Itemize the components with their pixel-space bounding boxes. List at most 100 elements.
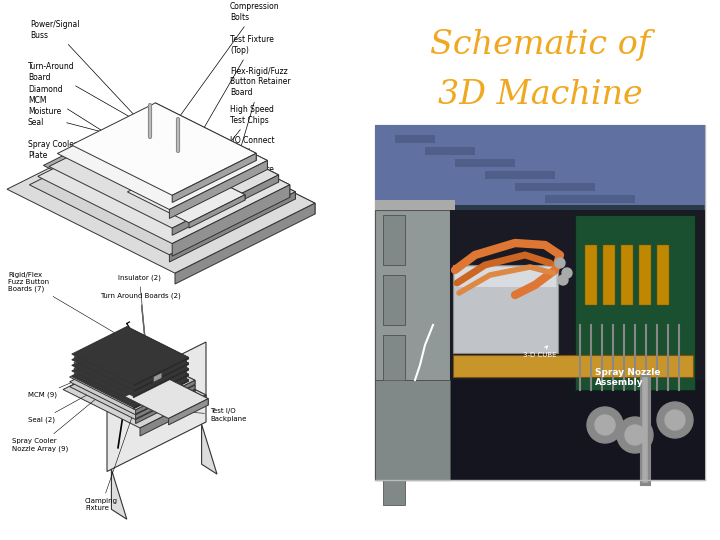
- Polygon shape: [169, 160, 267, 219]
- Polygon shape: [72, 349, 189, 407]
- Text: Turn Around Boards (2): Turn Around Boards (2): [100, 293, 181, 357]
- Polygon shape: [70, 347, 195, 410]
- Polygon shape: [129, 347, 195, 384]
- Polygon shape: [71, 151, 105, 179]
- Polygon shape: [127, 164, 245, 222]
- Polygon shape: [127, 348, 186, 382]
- Polygon shape: [156, 118, 289, 198]
- Polygon shape: [164, 377, 208, 405]
- Polygon shape: [166, 148, 222, 179]
- FancyBboxPatch shape: [425, 147, 475, 155]
- Text: I/O Connect
Array: I/O Connect Array: [179, 136, 274, 231]
- Polygon shape: [81, 328, 179, 377]
- Text: Insulator (2): Insulator (2): [118, 275, 161, 348]
- Text: MCM (9): MCM (9): [28, 359, 127, 399]
- Polygon shape: [74, 342, 186, 398]
- Polygon shape: [133, 380, 189, 409]
- Polygon shape: [192, 170, 203, 181]
- Polygon shape: [71, 103, 256, 195]
- Polygon shape: [166, 152, 178, 163]
- FancyBboxPatch shape: [453, 355, 693, 377]
- Polygon shape: [156, 146, 178, 157]
- FancyBboxPatch shape: [575, 215, 695, 390]
- Polygon shape: [133, 354, 179, 383]
- Polygon shape: [72, 338, 189, 396]
- Polygon shape: [74, 348, 186, 403]
- Text: 3D Machine: 3D Machine: [438, 79, 642, 111]
- Polygon shape: [166, 146, 178, 157]
- Polygon shape: [151, 349, 160, 366]
- Polygon shape: [172, 185, 289, 256]
- Polygon shape: [140, 395, 206, 436]
- Circle shape: [558, 275, 568, 285]
- Polygon shape: [151, 345, 160, 362]
- Polygon shape: [153, 366, 162, 383]
- Polygon shape: [179, 155, 190, 166]
- Polygon shape: [184, 164, 245, 200]
- Polygon shape: [168, 155, 190, 166]
- Text: Seal (2): Seal (2): [28, 372, 129, 423]
- Circle shape: [665, 410, 685, 430]
- Polygon shape: [129, 357, 195, 394]
- Text: Test I/O
Backplane: Test I/O Backplane: [154, 408, 246, 422]
- FancyBboxPatch shape: [515, 183, 595, 191]
- Text: Power/Signal
Buss: Power/Signal Buss: [30, 21, 145, 127]
- Polygon shape: [175, 203, 315, 284]
- Polygon shape: [72, 332, 189, 390]
- FancyBboxPatch shape: [375, 125, 705, 480]
- Polygon shape: [153, 361, 162, 378]
- Polygon shape: [133, 374, 189, 403]
- Text: High Speed
Test Chips: High Speed Test Chips: [176, 105, 274, 210]
- Polygon shape: [37, 118, 289, 244]
- Polygon shape: [74, 330, 186, 387]
- Circle shape: [595, 415, 615, 435]
- Text: Cooling Fin: Cooling Fin: [80, 180, 160, 206]
- Polygon shape: [129, 356, 206, 403]
- Text: Photo of Sub-nanosecond Cycle Time Machine: Photo of Sub-nanosecond Cycle Time Machi…: [344, 502, 720, 518]
- Circle shape: [587, 407, 623, 443]
- FancyBboxPatch shape: [603, 245, 615, 305]
- Text: Spray Cooler
Nozzle Array (9): Spray Cooler Nozzle Array (9): [12, 373, 127, 452]
- FancyBboxPatch shape: [545, 195, 635, 203]
- Polygon shape: [168, 399, 208, 425]
- Polygon shape: [127, 332, 189, 365]
- FancyBboxPatch shape: [395, 135, 435, 143]
- Text: Test Fixture
(Bottom): Test Fixture (Bottom): [171, 165, 274, 246]
- Polygon shape: [202, 424, 217, 474]
- FancyBboxPatch shape: [383, 335, 405, 385]
- Polygon shape: [127, 330, 186, 365]
- Text: Spray Cooler
Plate: Spray Cooler Plate: [28, 140, 122, 160]
- Polygon shape: [156, 105, 267, 170]
- Polygon shape: [172, 175, 279, 235]
- Polygon shape: [133, 363, 189, 392]
- Polygon shape: [172, 153, 256, 202]
- Text: Flex-Rigid/Fuzz
Button Retainer
Board: Flex-Rigid/Fuzz Button Retainer Board: [226, 67, 291, 196]
- FancyBboxPatch shape: [383, 215, 405, 265]
- Polygon shape: [145, 361, 162, 370]
- Polygon shape: [156, 122, 295, 199]
- Text: Turn-Around
Board: Turn-Around Board: [28, 62, 145, 125]
- Polygon shape: [133, 369, 189, 397]
- FancyBboxPatch shape: [375, 380, 450, 480]
- Polygon shape: [181, 164, 203, 176]
- Polygon shape: [70, 352, 195, 415]
- FancyBboxPatch shape: [455, 159, 515, 167]
- FancyBboxPatch shape: [485, 171, 555, 179]
- Polygon shape: [70, 357, 195, 420]
- Polygon shape: [7, 119, 315, 273]
- Polygon shape: [129, 352, 195, 389]
- FancyBboxPatch shape: [621, 245, 633, 305]
- Polygon shape: [133, 366, 186, 397]
- Polygon shape: [135, 385, 195, 419]
- Polygon shape: [142, 345, 160, 353]
- Circle shape: [657, 402, 693, 438]
- FancyBboxPatch shape: [383, 275, 405, 325]
- Polygon shape: [192, 164, 203, 175]
- Polygon shape: [127, 349, 189, 381]
- FancyBboxPatch shape: [375, 125, 705, 205]
- Polygon shape: [172, 177, 222, 205]
- FancyBboxPatch shape: [450, 210, 705, 480]
- FancyBboxPatch shape: [375, 200, 455, 210]
- Polygon shape: [133, 377, 186, 408]
- Polygon shape: [127, 328, 179, 360]
